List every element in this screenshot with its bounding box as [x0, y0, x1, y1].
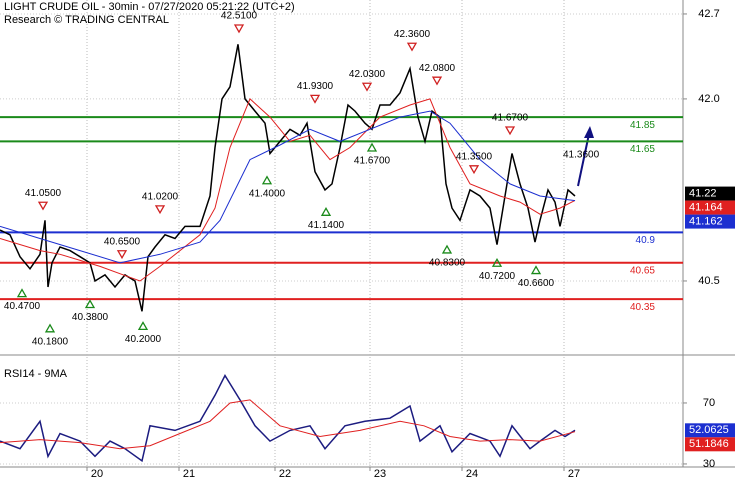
- sell-marker: [309, 94, 321, 104]
- sell-marker: [504, 126, 516, 136]
- sell-marker: [154, 205, 166, 215]
- chart-subtitle: Research © TRADING CENTRAL: [4, 14, 169, 26]
- annotation-label: 40.6500: [104, 236, 141, 247]
- series-line: [0, 98, 576, 282]
- sell-marker: [233, 24, 245, 34]
- last-value-label: 41.164: [689, 201, 723, 213]
- buy-marker: [16, 288, 28, 298]
- buy-marker: [491, 257, 503, 267]
- annotation-label: 40.3800: [72, 312, 109, 323]
- last-value-label: 51.1846: [689, 438, 729, 450]
- annotation-label: 42.3600: [394, 29, 431, 40]
- y-tick-label: 70: [703, 397, 715, 409]
- sell-marker: [406, 42, 418, 52]
- buy-marker: [84, 299, 96, 309]
- annotation-label: 42.0800: [419, 63, 456, 74]
- x-tick-label: 27: [568, 468, 580, 480]
- last-value-box: [685, 186, 735, 201]
- target-label: 41.3600: [563, 150, 600, 161]
- chart-title: LIGHT CRUDE OIL - 30min - 07/27/2020 05:…: [4, 1, 295, 13]
- last-value-label: 52.0625: [689, 424, 729, 436]
- annotation-label: 42.0300: [349, 69, 386, 80]
- buy-marker: [366, 142, 378, 152]
- target-arrowhead: [584, 126, 594, 138]
- rsi-title: RSI14 - 9MA: [4, 368, 68, 380]
- last-value-label: 41.22: [689, 187, 717, 199]
- series-line: [0, 110, 576, 264]
- last-value-box: [685, 423, 735, 438]
- buy-marker: [137, 321, 149, 331]
- sell-marker: [431, 76, 443, 86]
- sell-marker: [361, 82, 373, 92]
- annotation-label: 40.1800: [32, 336, 69, 347]
- annotation-label: 40.8300: [429, 258, 466, 269]
- level-label: 41.65: [630, 144, 655, 155]
- y-tick-label: 40.5: [698, 275, 719, 287]
- x-tick-label: 21: [183, 468, 195, 480]
- x-tick-label: 23: [374, 468, 386, 480]
- buy-marker: [261, 175, 273, 185]
- annotation-label: 41.4000: [249, 188, 286, 199]
- annotation-label: 40.7200: [479, 271, 516, 282]
- annotation-label: 42.5100: [221, 11, 258, 22]
- sell-marker: [37, 201, 49, 211]
- series-line: [0, 373, 576, 463]
- x-tick-label: 20: [91, 468, 103, 480]
- annotation-label: 41.6700: [492, 113, 529, 124]
- buy-marker: [530, 265, 542, 275]
- buy-marker: [44, 323, 56, 333]
- sell-marker: [468, 165, 480, 175]
- annotation-label: 40.6600: [518, 278, 555, 289]
- last-value-box: [685, 214, 735, 229]
- y-tick-label: 42.7: [698, 8, 719, 20]
- annotation-label: 41.6700: [354, 156, 391, 167]
- level-label: 40.35: [630, 302, 655, 313]
- annotation-label: 41.1400: [308, 220, 345, 231]
- y-tick-label: 42.0: [698, 93, 719, 105]
- y-tick-label: 30: [703, 458, 715, 470]
- level-label: 40.65: [630, 265, 655, 276]
- series-line: [0, 399, 576, 450]
- last-value-label: 41.162: [689, 215, 723, 227]
- sell-marker: [116, 250, 128, 260]
- buy-marker: [320, 206, 332, 216]
- level-label: 41.85: [630, 120, 655, 131]
- last-value-box: [685, 437, 735, 452]
- annotation-label: 41.0500: [25, 188, 62, 199]
- annotation-label: 40.4700: [4, 301, 41, 312]
- x-tick-label: 24: [466, 468, 478, 480]
- annotation-label: 40.2000: [125, 334, 162, 345]
- annotation-label: 41.0200: [142, 191, 179, 202]
- annotation-label: 41.9300: [297, 81, 334, 92]
- annotation-label: 41.3500: [456, 151, 493, 162]
- buy-marker: [441, 244, 453, 254]
- last-value-box: [685, 200, 735, 215]
- x-tick-label: 22: [279, 468, 291, 480]
- series-line: [0, 44, 576, 312]
- level-label: 40.9: [636, 235, 656, 246]
- target-arrow: [577, 133, 590, 187]
